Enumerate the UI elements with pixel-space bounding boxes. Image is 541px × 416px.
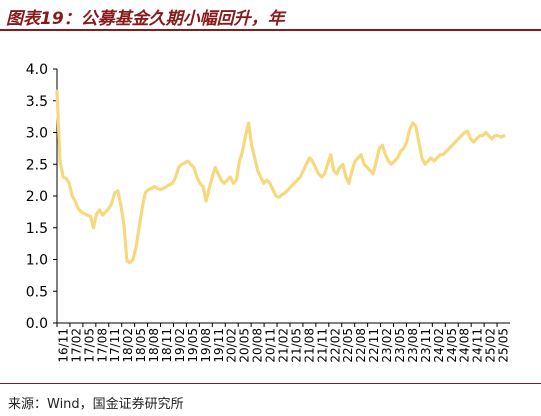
y-tick-label: 1.5 xyxy=(26,221,48,237)
x-tick-label: 24/11 xyxy=(471,328,485,363)
x-tick-label: 22/11 xyxy=(367,328,381,363)
x-tick-label: 23/08 xyxy=(406,328,420,363)
x-tick-label: 19/02 xyxy=(173,328,187,363)
x-tick-label: 17/02 xyxy=(69,328,83,363)
x-tick-label: 18/11 xyxy=(160,328,174,363)
x-tick-label: 18/02 xyxy=(121,328,135,363)
y-tick-label: 4.0 xyxy=(26,62,48,78)
x-tick-label: 22/08 xyxy=(354,328,368,363)
x-axis: 16/1117/0217/0517/0817/1118/0218/0518/08… xyxy=(56,322,511,363)
x-tick-label: 24/08 xyxy=(458,328,472,363)
figure-title: 图表19：公募基金久期小幅回升，年 xyxy=(6,9,285,29)
source-note: 来源：Wind，国金证券研究所 xyxy=(8,397,184,412)
x-tick-label: 21/02 xyxy=(277,328,291,363)
series-line-0 xyxy=(55,89,506,265)
x-tick-label: 21/11 xyxy=(315,328,329,363)
x-tick-label: 17/05 xyxy=(82,328,96,363)
x-tick-label: 16/11 xyxy=(56,328,70,363)
x-tick-label: 21/05 xyxy=(289,328,303,363)
y-tick-label: 2.5 xyxy=(26,157,48,173)
x-tick-label: 23/05 xyxy=(393,328,407,363)
x-tick-label: 23/11 xyxy=(419,328,433,363)
y-tick-label: 0.0 xyxy=(26,316,48,332)
x-tick-label: 19/05 xyxy=(186,328,200,363)
x-tick-label: 18/08 xyxy=(147,328,161,363)
x-tick-label: 20/11 xyxy=(264,328,278,363)
x-tick-label: 22/02 xyxy=(328,328,342,363)
x-tick-label: 22/05 xyxy=(341,328,355,363)
title-divider xyxy=(0,29,541,31)
x-tick-label: 21/08 xyxy=(302,328,316,363)
x-tick-label: 17/08 xyxy=(95,328,109,363)
y-tick-label: 2.0 xyxy=(26,189,48,205)
line-chart: 0.00.51.01.52.02.53.03.54.0 16/1117/0217… xyxy=(26,62,511,363)
series-layer xyxy=(55,89,506,265)
x-tick-label: 23/02 xyxy=(380,328,394,363)
x-tick-label: 19/08 xyxy=(199,328,213,363)
footer-divider xyxy=(0,383,541,384)
x-tick-label: 19/11 xyxy=(212,328,226,363)
x-tick-label: 20/02 xyxy=(225,328,239,363)
x-tick-label: 25/02 xyxy=(484,328,498,363)
y-tick-label: 1.0 xyxy=(26,253,48,269)
x-tick-label: 24/02 xyxy=(432,328,446,363)
y-tick-label: 3.0 xyxy=(26,126,48,142)
x-tick-label: 17/11 xyxy=(108,328,122,363)
y-axis: 0.0 0.5 1.0 1.5 2.0 2.5 3.0 3.5 4.0 xyxy=(26,62,58,332)
x-tick-label: 20/08 xyxy=(251,328,265,363)
y-tick-label: 0.5 xyxy=(26,284,48,300)
x-tick-label: 25/05 xyxy=(497,328,511,363)
x-tick-label: 24/05 xyxy=(445,328,459,363)
y-tick-label: 3.5 xyxy=(26,94,48,110)
x-tick-label: 18/05 xyxy=(134,328,148,363)
x-tick-label: 20/05 xyxy=(238,328,252,363)
